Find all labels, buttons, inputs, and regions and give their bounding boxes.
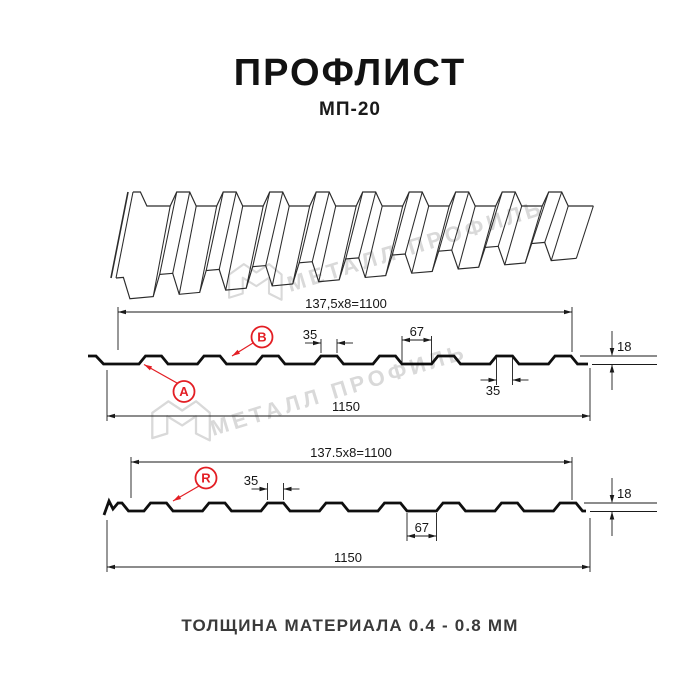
- callout-r-label: R: [201, 471, 211, 486]
- dim-rib-bottom-width-top: 67: [410, 324, 424, 339]
- dim-height-bottom: 18: [617, 486, 631, 501]
- dim-cover-width-top: 137,5x8=1100: [305, 296, 387, 311]
- dim-total-width-top: 1150: [332, 399, 360, 414]
- callout-b: B: [250, 325, 274, 349]
- watermark-text-lower: МЕТАЛЛ ПРОФИЛЬ: [207, 339, 470, 441]
- callout-r: R: [194, 466, 218, 490]
- cross-section-top: [88, 307, 657, 421]
- callout-a-label: A: [179, 384, 189, 399]
- callout-b-label: B: [257, 330, 266, 345]
- watermark-logo-lower: [151, 400, 211, 442]
- dim-rib-top-width-lower-top: 35: [486, 383, 500, 398]
- cross-section-bottom: [102, 457, 657, 572]
- watermark-logo-upper: [228, 263, 283, 301]
- dim-rib-top-width-bottom: 35: [244, 473, 258, 488]
- dim-height-top: 18: [617, 339, 631, 354]
- callout-a: A: [172, 380, 196, 403]
- page-title: ПРОФЛИСТ: [233, 52, 467, 94]
- dim-rib-bottom-width-bottom: 67: [415, 520, 429, 535]
- dim-total-width-bottom: 1150: [334, 550, 362, 565]
- dim-cover-width-bottom: 137.5x8=1100: [310, 445, 392, 460]
- profile-model-subtitle: МП-20: [319, 99, 381, 120]
- sheet-3d-view: [110, 191, 594, 300]
- dim-rib-top-width-top: 35: [303, 327, 317, 342]
- material-thickness-caption: ТОЛЩИНА МАТЕРИАЛА 0.4 - 0.8 ММ: [181, 616, 519, 635]
